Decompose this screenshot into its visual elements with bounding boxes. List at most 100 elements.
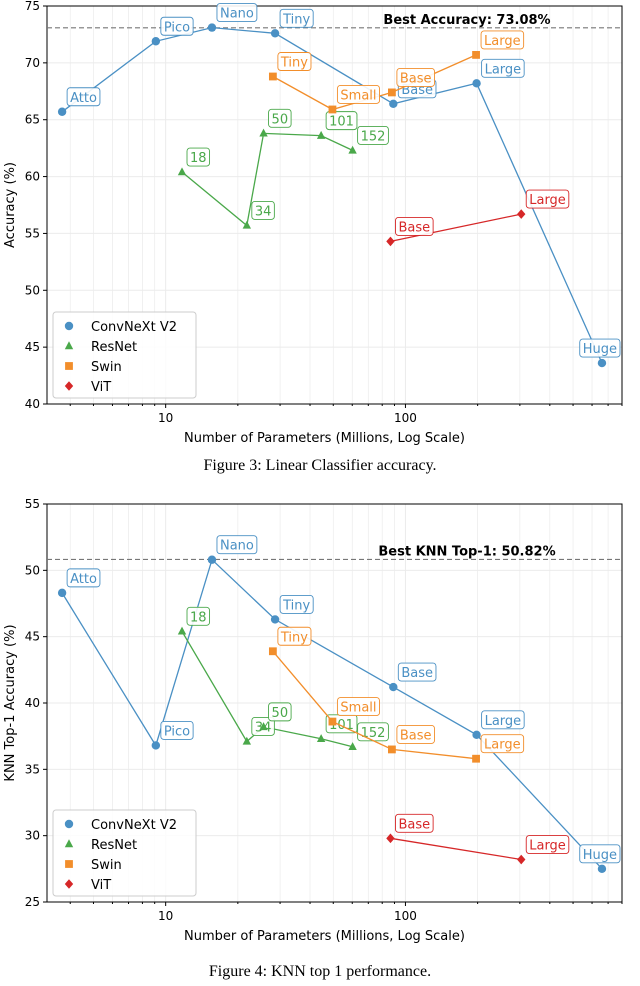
data-label-box bbox=[325, 111, 358, 131]
y-tick-label: 75 bbox=[25, 0, 40, 13]
data-label-box bbox=[481, 710, 525, 730]
data-label: Atto bbox=[70, 91, 97, 106]
y-tick-label: 40 bbox=[25, 397, 40, 411]
data-label-box bbox=[66, 568, 101, 588]
data-point bbox=[472, 79, 481, 88]
x-axis-label: Number of Parameters (Millions, Log Scal… bbox=[184, 431, 465, 446]
data-label-box bbox=[186, 606, 211, 626]
data-label: Base bbox=[400, 71, 432, 86]
y-tick-label: 55 bbox=[25, 226, 40, 240]
y-tick-label: 60 bbox=[25, 170, 40, 184]
data-point bbox=[242, 220, 252, 229]
data-point bbox=[328, 717, 337, 726]
x-tick-label: 10 bbox=[158, 909, 173, 923]
figure-4-caption: Figure 4: KNN top 1 performance. bbox=[208, 963, 432, 980]
series-swin: Tiny Small Base Large bbox=[268, 626, 525, 763]
data-label-box bbox=[216, 3, 258, 23]
linear-classifier-chart: 40 45 50 55 60 65 70 75 10 100 Number of Parameter… bbox=[3, 0, 623, 446]
data-label: Tiny bbox=[282, 598, 310, 613]
legend: ConvNeXt V2 ResNet Swin ViT bbox=[52, 311, 197, 399]
legend-label: Swin bbox=[91, 858, 122, 873]
data-label: Small bbox=[340, 701, 376, 716]
y-axis-label: Accuracy (%) bbox=[3, 162, 18, 248]
data-label: Large bbox=[484, 738, 521, 753]
y-tick-label: 55 bbox=[25, 498, 40, 511]
legend: ConvNeXt V2 ResNet Swin ViT bbox=[52, 809, 197, 897]
data-point bbox=[177, 167, 187, 176]
data-point bbox=[207, 23, 217, 32]
data-label: Tiny bbox=[282, 12, 310, 27]
data-point bbox=[472, 50, 480, 59]
data-point bbox=[387, 88, 396, 97]
data-point bbox=[597, 358, 607, 368]
data-label: 18 bbox=[190, 610, 207, 625]
legend-label: Swin bbox=[91, 360, 122, 375]
data-point bbox=[389, 682, 398, 692]
data-label-box bbox=[525, 189, 570, 209]
data-label: Large bbox=[529, 839, 566, 854]
data-label: Pico bbox=[164, 20, 190, 35]
data-label-box bbox=[268, 108, 292, 128]
y-tick-label: 50 bbox=[25, 283, 40, 297]
legend-label: ConvNeXt V2 bbox=[91, 320, 177, 335]
data-point bbox=[242, 736, 252, 745]
data-label-box bbox=[160, 721, 194, 740]
data-label-box bbox=[579, 338, 621, 358]
y-tick-label: 45 bbox=[25, 630, 40, 644]
x-tick-label: 100 bbox=[394, 411, 417, 425]
data-label: 101 bbox=[329, 115, 354, 130]
data-label: 34 bbox=[255, 204, 272, 219]
data-label-box bbox=[397, 662, 437, 682]
data-point bbox=[268, 72, 277, 81]
data-label: Base bbox=[398, 220, 430, 235]
data-label-box bbox=[480, 734, 525, 754]
data-label-box bbox=[336, 85, 380, 104]
data-point bbox=[472, 754, 480, 763]
data-label-box bbox=[579, 844, 621, 864]
data-point bbox=[348, 145, 357, 154]
data-point bbox=[472, 730, 481, 740]
data-label-box bbox=[216, 535, 258, 555]
data-point bbox=[177, 626, 187, 635]
data-point bbox=[57, 107, 67, 116]
data-label: 152 bbox=[361, 726, 386, 741]
data-label: Atto bbox=[70, 572, 97, 587]
data-label: 50 bbox=[272, 706, 289, 721]
data-label-box bbox=[357, 125, 389, 145]
data-label-box bbox=[277, 626, 312, 646]
data-label-box bbox=[279, 8, 314, 28]
data-label: Nano bbox=[220, 539, 254, 554]
x-tick-label: 10 bbox=[158, 411, 173, 425]
figure-3-caption: Figure 3: Linear Classifier accuracy. bbox=[203, 457, 437, 474]
data-point bbox=[517, 209, 526, 219]
legend-marker bbox=[64, 819, 74, 829]
series-convnext-v2: Atto Pico Nano Tiny Base Large Huge bbox=[57, 535, 621, 874]
legend-box bbox=[52, 809, 197, 897]
data-label: Large bbox=[484, 34, 521, 49]
legend-marker bbox=[64, 321, 74, 331]
data-point bbox=[270, 29, 280, 38]
data-label: Tiny bbox=[280, 630, 308, 645]
data-point bbox=[259, 128, 268, 137]
data-label-box bbox=[66, 87, 101, 107]
legend-label: ResNet bbox=[91, 340, 137, 355]
data-label: Base bbox=[401, 666, 433, 681]
data-point bbox=[316, 130, 326, 139]
data-point bbox=[386, 833, 395, 844]
data-label: Base bbox=[398, 817, 430, 832]
data-point bbox=[348, 742, 357, 750]
data-label: 50 bbox=[272, 112, 289, 127]
data-label: Huge bbox=[583, 848, 617, 863]
legend-label: ResNet bbox=[91, 838, 137, 853]
y-tick-label: 35 bbox=[25, 762, 40, 776]
legend-marker bbox=[64, 839, 74, 848]
data-label: Nano bbox=[220, 7, 254, 22]
data-label: Pico bbox=[164, 724, 190, 739]
legend-label: ViT bbox=[91, 380, 111, 395]
data-label-box bbox=[480, 30, 525, 50]
data-point bbox=[207, 555, 217, 564]
data-point bbox=[597, 864, 607, 874]
y-tick-label: 40 bbox=[25, 696, 40, 710]
series-swin: Tiny Small Base Large bbox=[268, 30, 525, 114]
data-point bbox=[270, 615, 280, 624]
